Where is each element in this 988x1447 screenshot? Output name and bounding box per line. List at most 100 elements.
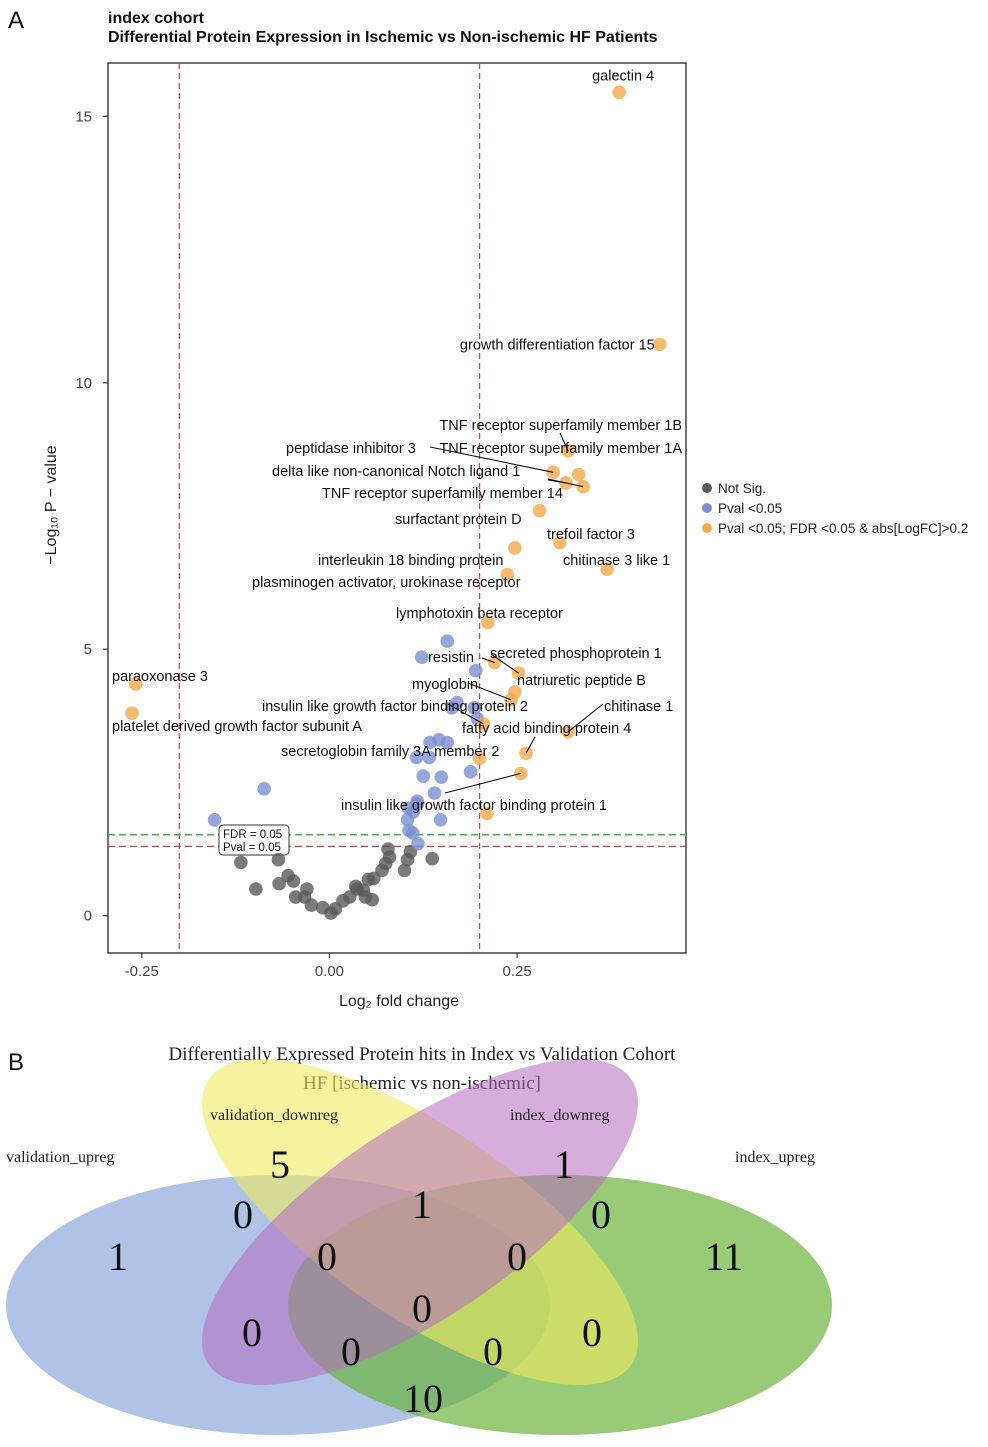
- set-label-index-upreg: index_upreg: [735, 1149, 815, 1166]
- point-pval-sig: [207, 812, 222, 827]
- point-label: growth differentiation factor 15: [460, 337, 655, 353]
- point-label: insulin like growth factor binding prote…: [262, 699, 528, 715]
- point-label: TNF receptor superfamily member 14: [322, 486, 563, 502]
- y-tick-label: 10: [75, 375, 92, 392]
- point-fdr-sig: [532, 503, 547, 518]
- legend-label-pval: Pval <0.05: [718, 501, 782, 516]
- point-fdr-sig: [476, 717, 491, 731]
- label-leader-line: [525, 736, 536, 754]
- y-tick-label: 0: [84, 908, 92, 925]
- legend-label-fdr: Pval <0.05; FDR <0.05 & abs[LogFC]>0.2: [718, 521, 968, 536]
- point-label: TNF receptor superfamily member 1A: [439, 441, 682, 457]
- x-tick-label: 0.00: [315, 963, 344, 980]
- point-label: surfactant protein D: [395, 512, 522, 528]
- label-leader-line: [547, 478, 584, 488]
- point-label: chitinase 1: [604, 699, 673, 715]
- point-fdr-sig: [480, 806, 494, 821]
- region-id-iu: 0: [591, 1192, 611, 1237]
- point-pval-sig: [422, 750, 437, 765]
- point-label: secreted phosphoprotein 1: [490, 646, 662, 662]
- point-fdr-sig: [553, 535, 567, 550]
- panel-b-letter: B: [8, 1049, 24, 1076]
- point-fdr-sig: [125, 706, 139, 720]
- point-not-sig: [425, 851, 440, 866]
- label-leader-line: [447, 703, 484, 725]
- point-pval-sig: [411, 836, 425, 851]
- y-axis: 0 5 10 15: [75, 108, 108, 925]
- region-validation-downreg-only: 5: [270, 1142, 290, 1187]
- region-vu-vd-id: 0: [317, 1234, 337, 1279]
- legend-swatch-not-sig: [702, 483, 712, 493]
- point-pval-sig: [433, 812, 448, 827]
- point-not-sig: [249, 882, 263, 896]
- region-vd-id-iu: 0: [507, 1234, 527, 1279]
- threshold-label-box: [218, 824, 290, 856]
- point-fdr-sig: [652, 337, 667, 352]
- set-label-validation-upreg: validation_upreg: [6, 1149, 114, 1166]
- point-fdr-sig: [508, 541, 522, 555]
- point-label: paraoxonase 3: [112, 669, 208, 685]
- point-label: TNF receptor superfamily member 1B: [439, 418, 682, 434]
- point-pval-sig: [434, 770, 449, 784]
- label-leader-line: [490, 653, 519, 674]
- venn-title-line1: Differentially Expressed Protein hits in…: [169, 1044, 677, 1065]
- point-label: trefoil factor 3: [547, 527, 635, 543]
- point-label: plasminogen activator, urokinase recepto…: [252, 575, 521, 591]
- plot-frame: [107, 62, 687, 954]
- x-tick-label: -0.25: [125, 963, 159, 980]
- point-fdr-sig: [472, 751, 487, 766]
- legend: Not Sig. Pval <0.05 Pval <0.05; FDR <0.0…: [702, 481, 968, 536]
- region-vd-id: 1: [412, 1182, 432, 1227]
- point-not-sig: [271, 852, 286, 867]
- x-axis: -0.25 0.00 0.25: [125, 953, 532, 980]
- point-fdr-sig: [128, 677, 143, 691]
- point-label: platelet derived growth factor subunit A: [112, 719, 362, 735]
- legend-swatch-fdr: [702, 523, 712, 533]
- point-labels: galectin 4 growth differentiation factor …: [112, 68, 682, 814]
- reference-lines: [108, 63, 686, 953]
- point-pval-sig: [427, 786, 442, 800]
- region-vd-iu: 0: [582, 1310, 602, 1355]
- label-leader-lines: [429, 432, 604, 794]
- point-fdr-sig: [571, 467, 586, 482]
- region-vu-vd: 0: [233, 1192, 253, 1237]
- point-fdr-sig: [612, 85, 626, 100]
- point-label: lymphotoxin beta receptor: [396, 606, 563, 622]
- label-leader-line: [444, 772, 521, 794]
- point-label: chitinase 3 like 1: [563, 553, 670, 569]
- y-tick-label: 15: [75, 108, 92, 125]
- point-not-sig: [234, 855, 248, 870]
- point-not-sig: [397, 863, 412, 878]
- label-leader-line: [467, 682, 512, 701]
- label-leader-line: [567, 703, 604, 733]
- point-not-sig: [381, 842, 395, 856]
- point-pval-sig: [416, 769, 431, 783]
- point-label: fatty acid binding protein 4: [462, 721, 631, 737]
- region-index-upreg-only: 11: [705, 1234, 744, 1279]
- point-pval-sig: [467, 701, 482, 715]
- label-leader-line: [481, 657, 495, 664]
- pval-threshold-label: Pval = 0.05: [223, 842, 281, 854]
- point-pval-sig: [463, 765, 478, 779]
- point-not-sig: [348, 879, 363, 894]
- point-pval-sig: [400, 812, 415, 827]
- point-not-sig: [286, 874, 301, 888]
- point-pval-sig: [409, 750, 424, 765]
- x-axis-label: Log₂ fold change: [339, 993, 459, 1010]
- label-leader-line: [559, 432, 569, 452]
- data-points: [125, 85, 667, 920]
- volcano-plot: FDR = 0.05 Pval = 0.05 galectin 4 growth …: [75, 62, 687, 980]
- y-axis-label: −Log₁₀ P − value: [43, 445, 60, 564]
- x-tick-label: 0.25: [503, 963, 532, 980]
- point-label: secretoglobin family 3A member 2: [281, 744, 499, 760]
- legend-swatch-pval: [702, 503, 712, 513]
- point-label: galectin 4: [592, 68, 654, 84]
- point-pval-sig: [440, 634, 455, 649]
- point-pval-sig: [440, 735, 455, 750]
- region-vu-iu: 10: [403, 1376, 443, 1421]
- point-label: insulin like growth factor binding prote…: [341, 798, 607, 814]
- region-vu-vd-iu: 0: [483, 1329, 503, 1374]
- region-all-four: 0: [412, 1286, 432, 1331]
- point-fdr-sig: [481, 615, 495, 630]
